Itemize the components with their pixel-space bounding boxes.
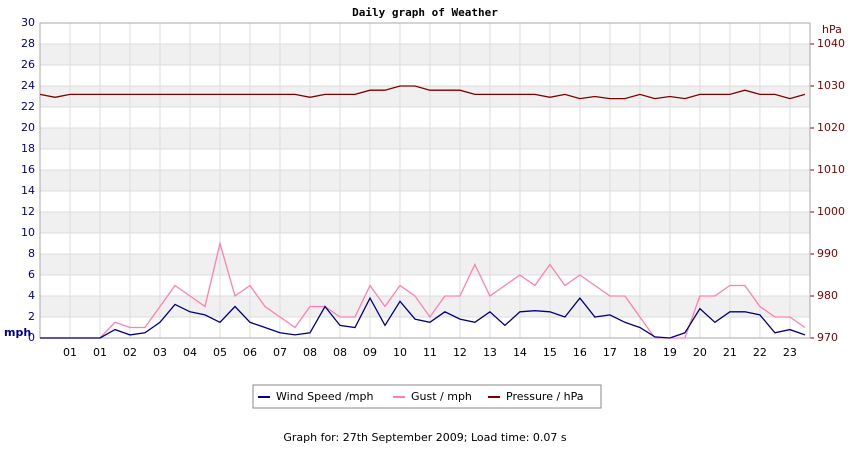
plot-area bbox=[40, 22, 810, 339]
x-tick-label: 06 bbox=[243, 346, 257, 359]
grid-band bbox=[40, 296, 810, 317]
y2-axis-unit: hPa bbox=[822, 23, 842, 36]
x-tick-label: 01 bbox=[63, 346, 77, 359]
x-tick-label: 21 bbox=[723, 346, 737, 359]
plot-frame bbox=[39, 22, 811, 339]
x-tick-label: 22 bbox=[753, 346, 767, 359]
x-tick-label: 18 bbox=[633, 346, 647, 359]
legend-label: Gust / mph bbox=[411, 390, 472, 403]
y-tick-label: 28 bbox=[21, 37, 35, 50]
y-tick-label: 4 bbox=[28, 289, 35, 302]
x-tick-label: 08 bbox=[303, 346, 317, 359]
y-tick-label: 20 bbox=[21, 121, 35, 134]
y2-tick-label: 990 bbox=[817, 247, 838, 260]
y2-tick-label: 1030 bbox=[817, 79, 845, 92]
grid-band bbox=[40, 254, 810, 275]
grid-band bbox=[40, 128, 810, 149]
x-tick-label: 02 bbox=[123, 346, 137, 359]
y2-tick-label: 1000 bbox=[817, 205, 845, 218]
series-line bbox=[40, 296, 806, 339]
x-tick-label: 17 bbox=[603, 346, 617, 359]
x-tick-label: 16 bbox=[573, 346, 587, 359]
y-tick-label: 26 bbox=[21, 58, 35, 71]
y-tick-label: 8 bbox=[28, 247, 35, 260]
y-tick-label: 22 bbox=[21, 100, 35, 113]
y2-tick-label: 1040 bbox=[817, 37, 845, 50]
grid-band bbox=[40, 170, 810, 191]
legend-box bbox=[252, 384, 602, 409]
y-tick-label: 10 bbox=[21, 226, 35, 239]
legend-label: Wind Speed /mph bbox=[276, 390, 374, 403]
series-line bbox=[40, 240, 806, 339]
y-tick-label: 24 bbox=[21, 79, 35, 92]
x-tick-label: 08 bbox=[333, 346, 347, 359]
x-tick-label: 03 bbox=[153, 346, 167, 359]
legend-label: Pressure / hPa bbox=[506, 390, 584, 403]
y2-tick-label: 970 bbox=[817, 331, 838, 344]
x-tick-label: 10 bbox=[393, 346, 407, 359]
y-tick-label: 2 bbox=[28, 310, 35, 323]
x-tick-label: 14 bbox=[513, 346, 527, 359]
y2-tick-label: 1010 bbox=[817, 163, 845, 176]
x-tick-label: 07 bbox=[273, 346, 287, 359]
y2-tick-label: 1020 bbox=[817, 121, 845, 134]
grid-band bbox=[40, 212, 810, 233]
y-tick-label: 18 bbox=[21, 142, 35, 155]
y-tick-label: 12 bbox=[21, 205, 35, 218]
y-tick-label: 30 bbox=[21, 16, 35, 29]
chart-title: Daily graph of Weather bbox=[352, 6, 498, 19]
y-tick-label: 14 bbox=[21, 184, 35, 197]
series-line bbox=[39, 85, 806, 100]
x-tick-label: 04 bbox=[183, 346, 197, 359]
grid-band bbox=[40, 86, 810, 107]
y-tick-label: 6 bbox=[28, 268, 35, 281]
x-tick-label: 12 bbox=[453, 346, 467, 359]
y-axis-unit: mph bbox=[4, 326, 31, 339]
x-tick-label: 15 bbox=[543, 346, 557, 359]
x-tick-label: 13 bbox=[483, 346, 497, 359]
y-tick-label: 16 bbox=[21, 163, 35, 176]
x-tick-label: 11 bbox=[423, 346, 437, 359]
x-tick-label: 09 bbox=[363, 346, 377, 359]
x-tick-label: 01 bbox=[93, 346, 107, 359]
x-tick-label: 23 bbox=[783, 346, 797, 359]
y-tick-label: 0 bbox=[28, 331, 35, 344]
y2-tick-label: 980 bbox=[817, 289, 838, 302]
x-tick-label: 05 bbox=[213, 346, 227, 359]
footer-note: Graph for: 27th September 2009; Load tim… bbox=[283, 431, 567, 444]
x-tick-label: 20 bbox=[693, 346, 707, 359]
grid-band bbox=[40, 44, 810, 65]
x-tick-label: 19 bbox=[663, 346, 677, 359]
